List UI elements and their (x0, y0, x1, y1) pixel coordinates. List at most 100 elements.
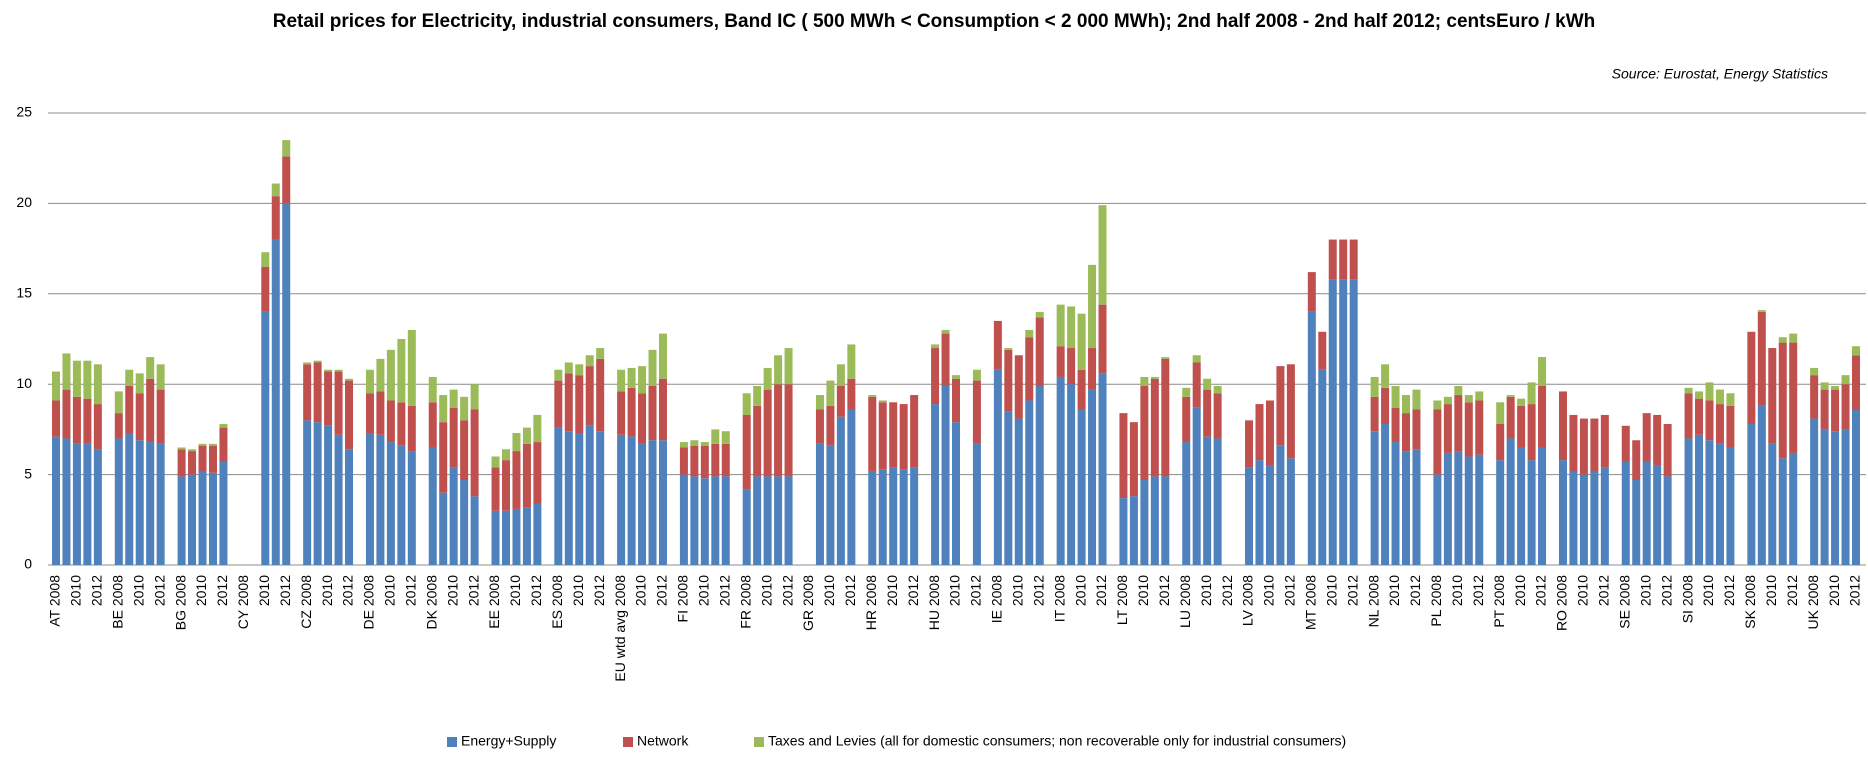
x-tick-label: 2010 (1637, 575, 1653, 606)
x-tick-label: 2010 (130, 575, 146, 606)
bar-segment (1705, 382, 1714, 401)
x-tick-label: 2010 (1449, 575, 1465, 606)
x-tick-label: 2010 (821, 575, 837, 606)
bar-segment (1192, 362, 1201, 408)
bar-segment (679, 442, 688, 448)
bar-segment (1517, 405, 1526, 448)
x-tick-label: 2010 (758, 575, 774, 606)
bar-segment (324, 425, 333, 565)
bar-segment (763, 476, 772, 565)
bar-segment (690, 476, 699, 565)
bar-segment (1464, 402, 1473, 457)
bar-segment (1339, 239, 1348, 280)
bar-segment (313, 360, 322, 363)
x-tick-label: 2012 (1721, 575, 1737, 606)
bar-segment (1600, 414, 1609, 468)
bar-segment (1056, 346, 1065, 377)
bar-segment (1328, 239, 1337, 280)
bar-segment (1119, 413, 1128, 499)
bar-segment (386, 349, 395, 401)
bar-segment (774, 384, 783, 477)
x-tick-label: 2012 (465, 575, 481, 606)
x-tick-label: 2010 (319, 575, 335, 606)
bar-segment (208, 445, 217, 473)
x-tick-label: 2010 (1700, 575, 1716, 606)
bar-segment (1663, 476, 1672, 565)
x-tick-label: RO 2008 (1554, 575, 1570, 631)
bar-segment (1077, 369, 1086, 410)
bar-segment (1663, 423, 1672, 477)
bar-segment (815, 443, 824, 565)
bar-segment (303, 420, 312, 565)
bar-segment (470, 409, 479, 497)
bar-segment (784, 348, 793, 385)
x-tick-label: 2010 (382, 575, 398, 606)
bar-segment (198, 445, 207, 471)
bar-segment (1370, 376, 1379, 397)
x-tick-label: PT 2008 (1491, 575, 1507, 628)
x-tick-label: 2012 (1030, 575, 1046, 606)
bar-segment (1475, 454, 1484, 565)
bar-segment (512, 451, 521, 509)
bar-segment (648, 386, 657, 441)
bar-segment (1067, 348, 1076, 385)
x-tick-label: DE 2008 (361, 575, 377, 630)
bar-segment (146, 442, 155, 565)
bar-segment (658, 378, 667, 441)
bar-segment (564, 431, 573, 565)
bar-segment (1035, 317, 1044, 387)
bar-segment (993, 369, 1002, 565)
x-tick-label: IT 2008 (1051, 575, 1067, 622)
bar-segment (439, 395, 448, 423)
x-tick-label: 2012 (403, 575, 419, 606)
bar-segment (1538, 447, 1547, 565)
bar-segment (1161, 358, 1170, 477)
bar-segment (847, 378, 856, 410)
bar-segment (1056, 376, 1065, 565)
bar-segment (1067, 306, 1076, 349)
bar-segment (1192, 407, 1201, 565)
bar-segment (972, 380, 981, 444)
bar-segment (1412, 389, 1421, 410)
bar-segment (470, 384, 479, 410)
bar-segment (460, 420, 469, 481)
bar-segment (177, 449, 186, 477)
bar-segment (1056, 304, 1065, 347)
x-tick-label: 2012 (528, 575, 544, 606)
bar-segment (1569, 470, 1578, 565)
x-tick-label: 2010 (696, 575, 712, 606)
bar-segment (575, 364, 584, 376)
bar-segment (449, 389, 458, 408)
bar-segment (774, 355, 783, 385)
bar-segment (847, 409, 856, 565)
bar-segment (1035, 386, 1044, 565)
bar-segment (219, 427, 228, 462)
x-tick-label: BE 2008 (109, 575, 125, 629)
bar-segment (826, 380, 835, 406)
x-tick-label: EU wtd avg 2008 (612, 575, 628, 682)
bar-segment (1025, 400, 1034, 565)
bar-segment (585, 355, 594, 367)
bar-segment (72, 396, 81, 444)
bar-segment (1004, 348, 1013, 350)
bar-segment (1705, 400, 1714, 441)
x-tick-label: 2012 (1596, 575, 1612, 606)
bar-segment (1778, 337, 1787, 343)
bar-segment (847, 344, 856, 379)
bar-segment (1192, 355, 1201, 363)
bar-segment (156, 389, 165, 444)
bar-segment (721, 476, 730, 565)
bar-segment (533, 414, 542, 443)
x-tick-label: 2010 (884, 575, 900, 606)
bar-segment (533, 503, 542, 565)
bar-segment (449, 467, 458, 565)
bar-segment (1098, 304, 1107, 374)
bar-segment (1276, 445, 1285, 565)
bar-segment (638, 393, 647, 444)
x-tick-label: DK 2008 (423, 575, 439, 630)
bar-segment (931, 404, 940, 565)
x-tick-label: 2010 (256, 575, 272, 606)
bar-segment (271, 196, 280, 240)
bar-segment (815, 395, 824, 410)
bar-segment (345, 449, 354, 565)
